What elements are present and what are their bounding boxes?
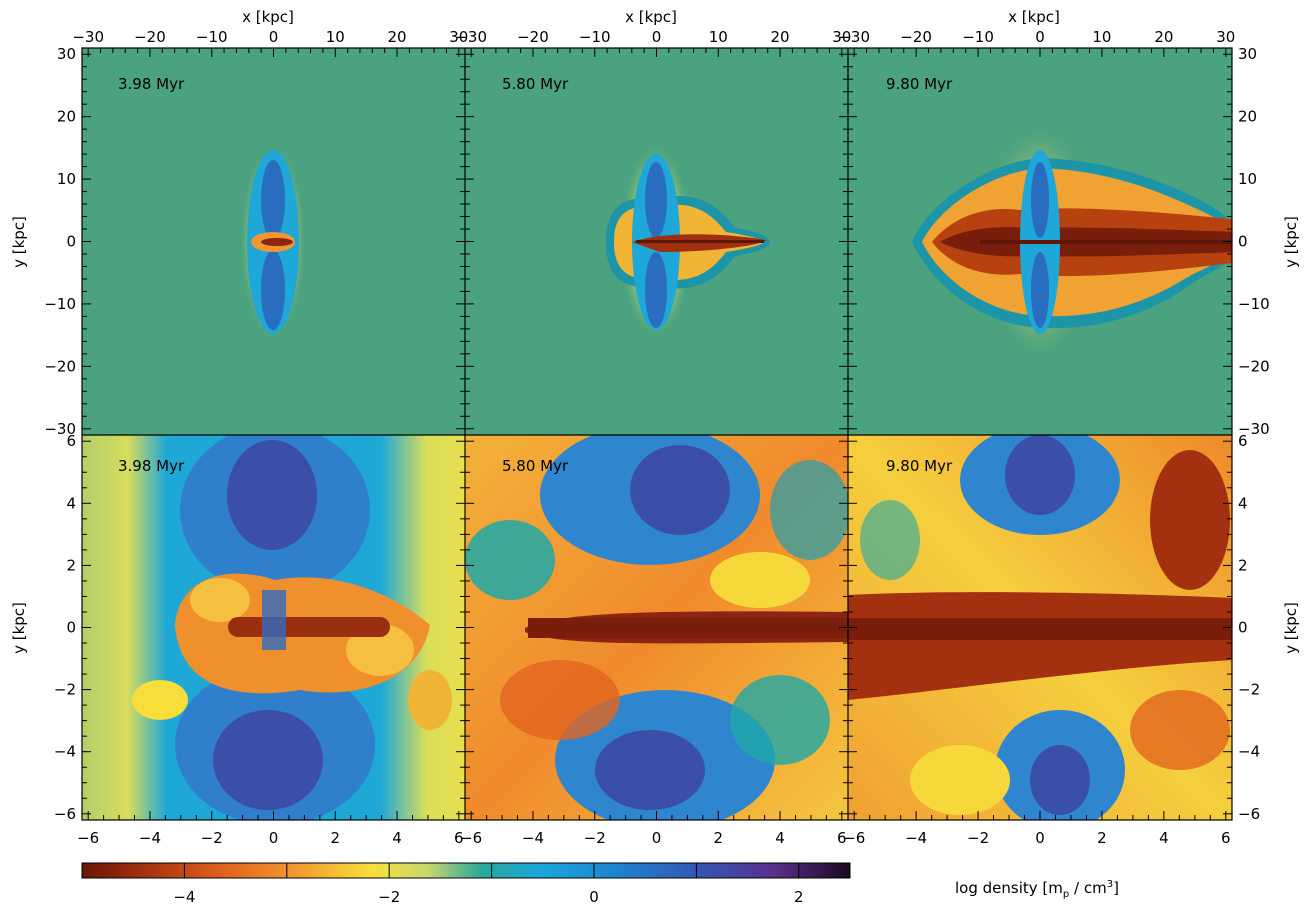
- x-tick-label: 10: [709, 28, 728, 46]
- colorbar: −4 −2 0 2: [81, 862, 851, 905]
- y-tick-label: 0: [1238, 619, 1248, 637]
- panel-bottom-3-field: [848, 435, 1232, 820]
- x-tick-label: −2: [201, 829, 223, 847]
- y-tick-label: −4: [1238, 743, 1260, 761]
- y-tick-label: −10: [1238, 295, 1270, 313]
- x-tick-label: 6: [837, 829, 847, 847]
- y-axis-label: y [kpc]: [1282, 602, 1300, 654]
- y-tick-label: 2: [66, 556, 76, 574]
- colorbar-tick-label: 0: [589, 888, 599, 905]
- x-tick-label: −2: [967, 829, 989, 847]
- axis-ticks: [82, 48, 1232, 820]
- y-tick-label: 2: [1238, 556, 1248, 574]
- x-tick-label: 0: [1035, 829, 1045, 847]
- y-tick-label: 6: [66, 432, 76, 450]
- panel-time-label: 5.80 Myr: [502, 75, 569, 93]
- x-tick-label: 2: [1097, 829, 1107, 847]
- y-tick-label: −20: [1238, 357, 1270, 375]
- y-tick-label: −6: [1238, 805, 1260, 823]
- y-axis-label: y [kpc]: [10, 216, 28, 268]
- y-tick-label: −30: [1238, 420, 1270, 438]
- y-tick-label: −4: [54, 743, 76, 761]
- panel-top-1: [82, 48, 465, 435]
- x-tick-label: −4: [905, 829, 927, 847]
- x-tick-label: 6: [454, 829, 464, 847]
- x-tick-label: −10: [196, 28, 228, 46]
- colorbar-label: log density [mp / cm3]: [955, 879, 1119, 900]
- panel-top-2: [465, 48, 848, 435]
- x-tick-label: −30: [72, 28, 104, 46]
- x-tick-label: −6: [77, 829, 99, 847]
- x-tick-label: 2: [331, 829, 341, 847]
- x-tick-label: 20: [771, 28, 790, 46]
- x-tick-label: 20: [388, 28, 407, 46]
- x-tick-label: 2: [714, 829, 724, 847]
- x-tick-label: 4: [775, 829, 785, 847]
- x-tick-label: 4: [392, 829, 402, 847]
- x-tick-label: −20: [900, 28, 932, 46]
- x-tick-label: 30: [832, 28, 851, 46]
- y-tick-label: −30: [44, 420, 76, 438]
- x-tick-label: −30: [455, 28, 487, 46]
- x-tick-label: 30: [449, 28, 468, 46]
- y-tick-label: 10: [57, 170, 76, 188]
- x-tick-label: −4: [139, 829, 161, 847]
- y-tick-label: 4: [1238, 494, 1248, 512]
- y-tick-label: 30: [57, 45, 76, 63]
- x-tick-label: 0: [652, 829, 662, 847]
- panel-time-label: 9.80 Myr: [886, 75, 953, 93]
- y-tick-label: −2: [1238, 681, 1260, 699]
- x-tick-label: −6: [843, 829, 865, 847]
- x-tick-label: −2: [584, 829, 606, 847]
- x-axis-label: x [kpc]: [625, 8, 677, 26]
- x-tick-label: −4: [522, 829, 544, 847]
- x-tick-label: −20: [517, 28, 549, 46]
- x-tick-label: 30: [1216, 28, 1235, 46]
- x-tick-label: 10: [1092, 28, 1111, 46]
- x-tick-label: 4: [1159, 829, 1169, 847]
- panel-time-label: 3.98 Myr: [118, 457, 185, 475]
- panel-bottom-2: [465, 435, 848, 820]
- x-tick-label: 0: [1035, 28, 1045, 46]
- panel-time-label: 5.80 Myr: [502, 457, 569, 475]
- axis-tick-labels: −30 −20 −10 0 10 20 30−6 −4 −2 0 2 4 6−30 −20 −10 0 10 20…: [44, 28, 1269, 847]
- y-tick-label: −2: [54, 681, 76, 699]
- y-tick-label: 0: [66, 233, 76, 251]
- x-tick-label: −10: [962, 28, 994, 46]
- y-tick-label: 20: [57, 108, 76, 126]
- x-tick-label: −20: [134, 28, 166, 46]
- y-tick-label: −20: [44, 357, 76, 375]
- y-tick-label: 30: [1238, 45, 1257, 63]
- colorbar-tick-label: −4: [173, 888, 195, 905]
- x-axis-label: x [kpc]: [1008, 8, 1060, 26]
- y-axis-label: y [kpc]: [1282, 216, 1300, 268]
- panel-top-3: [848, 48, 1232, 435]
- y-axis-label: y [kpc]: [10, 602, 28, 654]
- x-tick-label: −6: [460, 829, 482, 847]
- panel-bottom-1: [82, 435, 465, 820]
- y-tick-label: −6: [54, 805, 76, 823]
- x-tick-label: 0: [269, 829, 279, 847]
- x-tick-label: 10: [326, 28, 345, 46]
- x-tick-label: 20: [1154, 28, 1173, 46]
- x-axis-label: x [kpc]: [242, 8, 294, 26]
- panel-time-label: 9.80 Myr: [886, 457, 953, 475]
- y-tick-label: 0: [66, 619, 76, 637]
- panel-time-label: 3.98 Myr: [118, 75, 185, 93]
- y-tick-label: −10: [44, 295, 76, 313]
- y-tick-label: 10: [1238, 170, 1257, 188]
- colorbar-tick-label: −2: [378, 888, 400, 905]
- y-tick-label: 20: [1238, 108, 1257, 126]
- x-tick-label: 6: [1221, 829, 1231, 847]
- y-tick-label: 4: [66, 494, 76, 512]
- y-tick-label: 6: [1238, 432, 1248, 450]
- y-tick-label: 0: [1238, 233, 1248, 251]
- x-tick-label: 0: [269, 28, 279, 46]
- colorbar-tick-label: 2: [794, 888, 804, 905]
- x-tick-label: 0: [652, 28, 662, 46]
- x-tick-label: −10: [579, 28, 611, 46]
- x-tick-label: −30: [838, 28, 870, 46]
